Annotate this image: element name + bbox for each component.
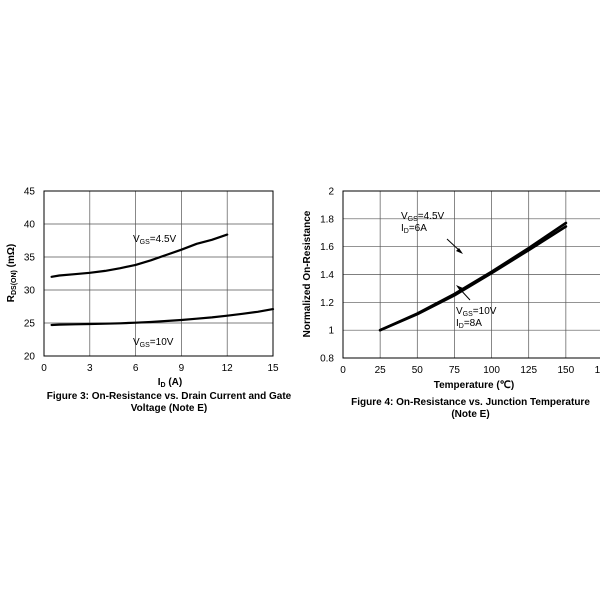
- fig4-x-tick-label-3: 75: [449, 365, 461, 376]
- figure-3-x-tick-labels: 0 3 6 9 12 15: [41, 363, 279, 374]
- figure-4-x-axis-label: Temperature (℃): [434, 380, 515, 391]
- fig4-x-tick-label-5: 125: [520, 365, 537, 376]
- fig3-series-line-0: [50, 233, 229, 278]
- fig4-x-tick-label-0: 0: [340, 365, 346, 376]
- fig3-x-tick-label-3: 9: [179, 363, 185, 374]
- figure-4-annotation-arrowhead-vgs-4-5v: [456, 248, 463, 254]
- fig3-x-tick-label-2: 6: [133, 363, 139, 374]
- figure-4-caption-line-2: (Note E): [451, 409, 490, 420]
- fig4-y-tick-label-0: 0.8: [320, 354, 334, 365]
- figure-4-y-tick-labels: 0.8 1 1.2 1.4 1.6 1.8 2: [320, 187, 334, 365]
- figure-4-chart: 0 25 50 75 100 125 150 175 0.8 1 1.2 1.4 1.6 1.8 2 Te…: [302, 187, 600, 391]
- figure-3-series-label-vgs-10v: VGS=10V: [133, 337, 174, 349]
- fig3-y-tick-label-1: 25: [24, 319, 36, 330]
- fig3-y-tick-label-4: 40: [24, 220, 36, 231]
- figure-3-x-axis-label: ID (A): [158, 377, 183, 389]
- fig3-y-tick-label-5: 45: [24, 187, 36, 198]
- figure-3-plot-frame: [43, 190, 274, 357]
- fig4-y-tick-label-4: 1.6: [320, 242, 334, 253]
- figure-3-caption-line-1: Figure 3: On-Resistance vs. Drain Curren…: [46, 391, 292, 402]
- figure-4-gridlines: [342, 190, 600, 359]
- figure-4-annotation-arrowhead-vgs-10v: [456, 285, 463, 291]
- figure-4-series-label-vgs-10v: VGS=10V: [456, 306, 497, 318]
- fig4-y-tick-label-3: 1.4: [320, 270, 334, 281]
- figure-4-plot-frame: [342, 190, 600, 359]
- figure-4-x-tick-labels: 0 25 50 75 100 125 150 175: [340, 365, 600, 376]
- fig3-y-tick-label-3: 35: [24, 253, 36, 264]
- fig4-x-tick-label-4: 100: [483, 365, 500, 376]
- fig4-y-tick-label-2: 1.2: [320, 298, 334, 309]
- fig3-x-tick-label-4: 12: [222, 363, 234, 374]
- figure-3-caption-line-2: Voltage (Note E): [130, 403, 208, 414]
- figure-4-series-label-vgs-4-5v: VGS=4.5V: [401, 211, 445, 223]
- fig4-y-tick-label-1: 1: [328, 326, 334, 337]
- figure-3-y-axis-label: RDS(ON) (mΩ): [6, 244, 18, 302]
- fig4-y-tick-label-5: 1.8: [320, 214, 334, 225]
- figure-3-series: [50, 233, 275, 327]
- fig4-series-line-1: [378, 225, 568, 332]
- figure-4-caption: Figure 4: On-Resistance vs. Junction Tem…: [348, 397, 593, 421]
- fig3-x-tick-label-1: 3: [87, 363, 93, 374]
- fig3-y-tick-label-2: 30: [24, 286, 36, 297]
- figure-4-series: [378, 221, 568, 332]
- fig3-series-line-1: [50, 308, 275, 327]
- figure-3-caption: Figure 3: On-Resistance vs. Drain Curren…: [35, 391, 303, 415]
- fig4-x-tick-label-6: 150: [558, 365, 575, 376]
- fig4-x-tick-label-2: 50: [412, 365, 424, 376]
- figure-4-series-label-id-8a: ID=8A: [456, 318, 482, 330]
- figure-4-caption-line-1: Figure 4: On-Resistance vs. Junction Tem…: [351, 397, 590, 408]
- figure-4-series-label-id-6a: ID=6A: [401, 223, 427, 235]
- figure-3-series-label-vgs-4-5v: VGS=4.5V: [133, 234, 177, 246]
- figure-3-chart: 0 3 6 9 12 15 20 25 30 35 40 45 ID (A) RDS(ON) (mΩ…: [6, 187, 279, 390]
- fig3-y-tick-label-0: 20: [24, 352, 36, 363]
- fig4-x-tick-label-7: 175: [595, 365, 600, 376]
- figure-4-y-axis-label: Normalized On-Resistance: [302, 210, 313, 337]
- fig3-x-tick-label-5: 15: [267, 363, 279, 374]
- fig4-y-tick-label-6: 2: [328, 187, 334, 198]
- fig3-x-tick-label-0: 0: [41, 363, 47, 374]
- figure-3-y-tick-labels: 20 25 30 35 40 45: [24, 187, 36, 363]
- fig4-x-tick-label-1: 25: [375, 365, 387, 376]
